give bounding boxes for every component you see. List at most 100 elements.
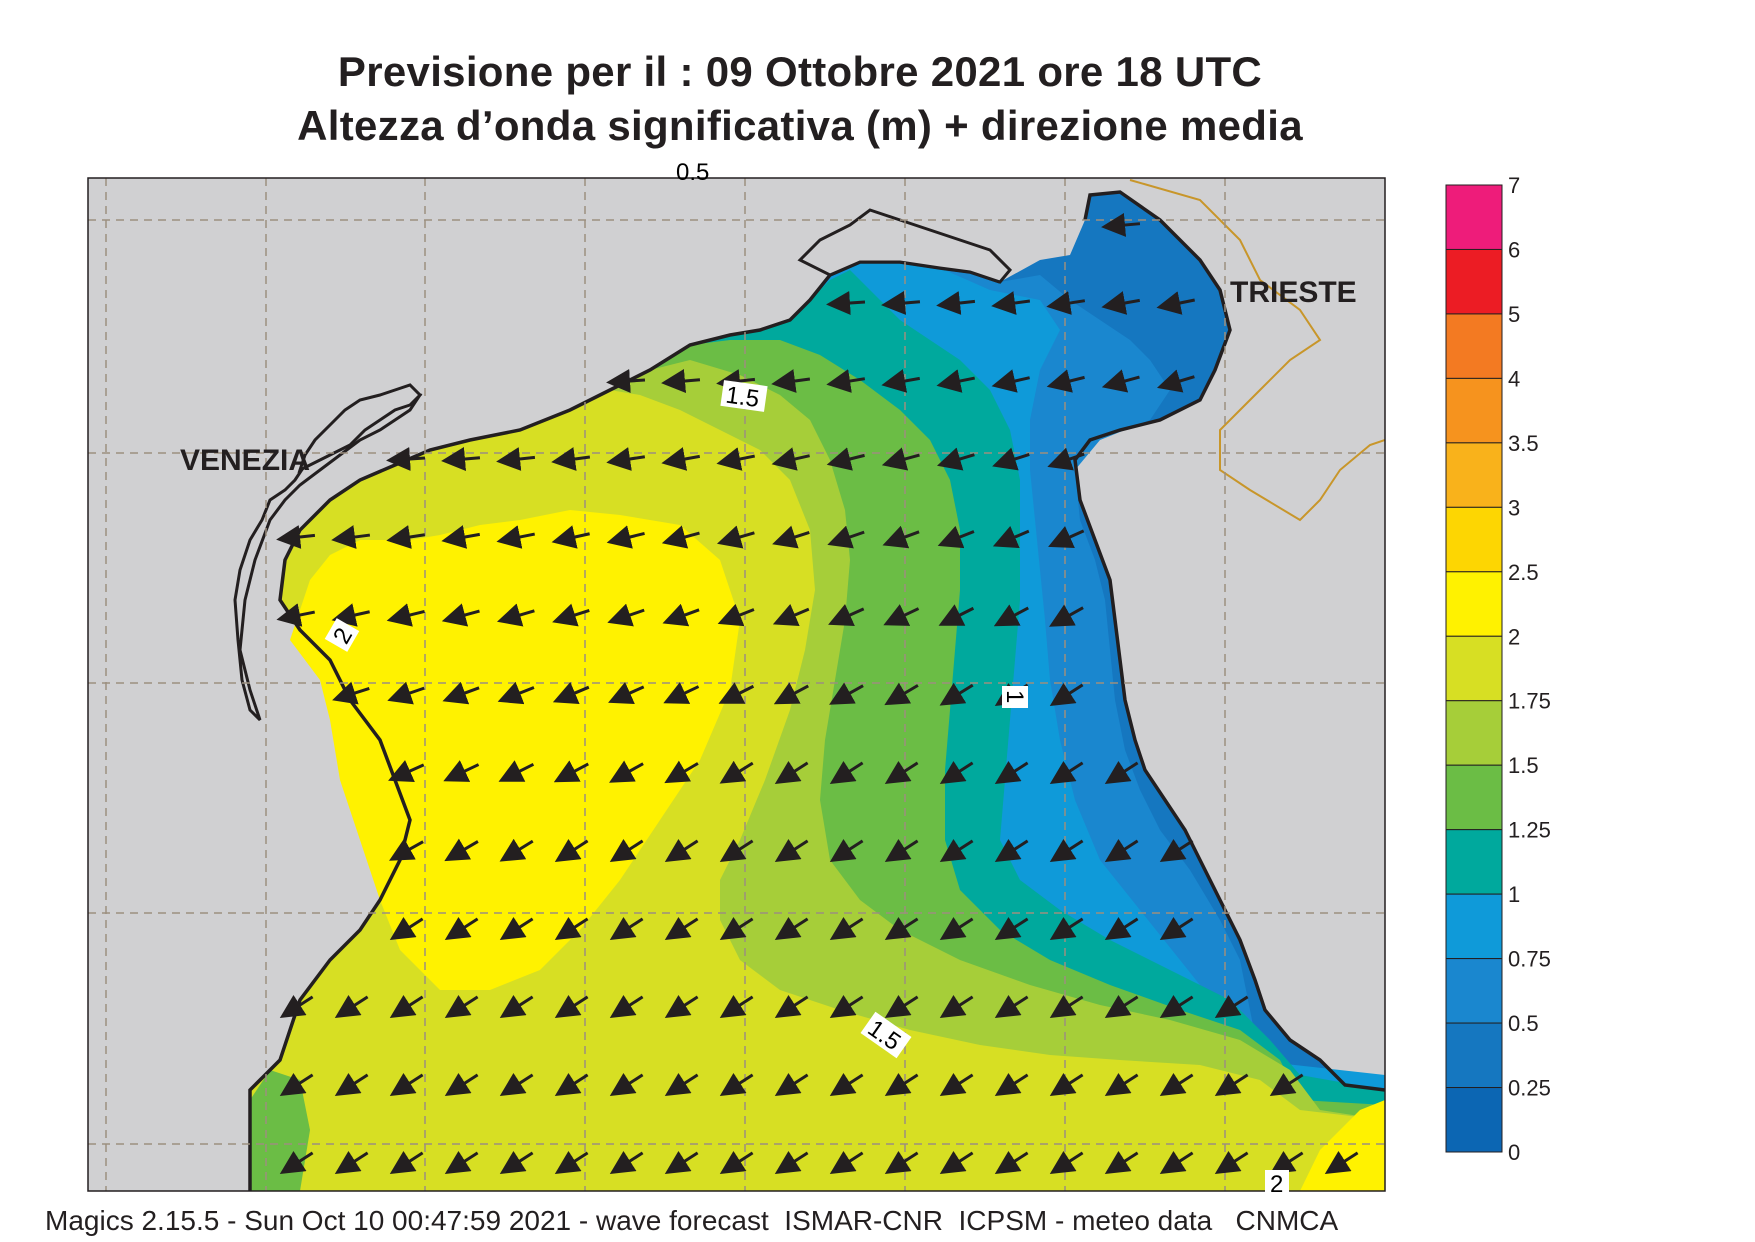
wave-direction-arrow [1156, 291, 1196, 315]
wave-direction-arrow [827, 525, 865, 549]
wave-direction-arrow [279, 1072, 314, 1096]
wave-direction-arrow [389, 916, 424, 940]
wave-direction-arrow [774, 1072, 809, 1096]
wave-direction-arrow [939, 1072, 974, 1096]
wave-direction-arrow [774, 838, 809, 862]
wave-direction-arrow [993, 604, 1029, 627]
wave-direction-arrow [1159, 838, 1194, 862]
colorbar-tick-label: 5 [1508, 302, 1520, 327]
wave-direction-arrow [774, 1150, 809, 1174]
wave-direction-arrow [554, 994, 589, 1018]
wave-direction-arrow [609, 1072, 644, 1096]
wave-direction-arrow [1101, 213, 1141, 237]
wave-direction-arrow [994, 1150, 1029, 1174]
wave-direction-arrow [331, 525, 371, 549]
colorbar-swatch [1445, 442, 1503, 508]
colorbar-tick-label: 0.75 [1508, 947, 1551, 972]
colorbar-swatch [1445, 764, 1503, 831]
colorbar-tick-label: 1.25 [1508, 818, 1551, 843]
wave-direction-arrow [719, 760, 754, 784]
wave-direction-arrow [719, 838, 754, 862]
wave-direction-arrow [884, 838, 919, 862]
wave-direction-arrow [664, 1150, 699, 1174]
wave-direction-arrow [1049, 838, 1084, 862]
wave-direction-arrow [552, 681, 590, 705]
colorbar-tick-label: 2.5 [1508, 560, 1539, 585]
wave-direction-arrow [771, 447, 810, 471]
wave-direction-arrow [1104, 760, 1139, 784]
wave-direction-arrow [389, 838, 424, 861]
wave-direction-arrow [554, 916, 589, 940]
wave-direction-arrow [826, 447, 865, 471]
colorbar-swatch [1445, 377, 1503, 444]
wave-direction-arrow [664, 916, 699, 940]
wave-direction-arrow [1101, 291, 1141, 315]
wave-direction-arrow [609, 838, 644, 862]
colorbar-tick-label: 0.5 [1508, 1011, 1539, 1036]
wave-direction-arrow [994, 760, 1029, 784]
wave-direction-arrow [606, 447, 646, 471]
colorbar-swatch [1445, 1022, 1503, 1089]
wave-direction-arrow [551, 525, 590, 549]
wave-direction-arrow [1104, 916, 1139, 940]
wave-direction-arrow [719, 1072, 754, 1096]
wave-direction-arrow [938, 604, 975, 626]
wave-direction-arrow [279, 994, 314, 1018]
wave-direction-arrow [606, 525, 645, 549]
wave-direction-arrow [332, 681, 370, 705]
wave-direction-arrow [1159, 1072, 1194, 1096]
wave-direction-arrow [331, 603, 370, 627]
wave-direction-arrow [334, 1072, 369, 1096]
wave-direction-arrow [829, 760, 864, 784]
wave-direction-arrow [554, 1072, 589, 1096]
wave-direction-arrow [1104, 838, 1139, 862]
colorbar-tick-label: 6 [1508, 237, 1520, 262]
wave-direction-arrow [884, 760, 919, 784]
contour-label: 1 [1001, 690, 1028, 703]
wave-direction-arrow [389, 1150, 424, 1174]
wave-direction-arrow [939, 916, 974, 940]
footer-credits: Magics 2.15.5 - Sun Oct 10 00:47:59 2021… [45, 1205, 1339, 1236]
wave-direction-arrow [828, 604, 865, 626]
wave-direction-arrow [606, 369, 646, 393]
wave-direction-arrow [884, 682, 919, 706]
wave-direction-arrow [496, 525, 536, 549]
wave-direction-arrow [496, 447, 536, 471]
wave-direction-arrow [497, 681, 535, 705]
wave-direction-arrow [441, 447, 481, 471]
wave-direction-arrow [664, 838, 699, 862]
wave-direction-arrow [884, 916, 919, 940]
wave-direction-arrow [773, 682, 809, 705]
coastline-west [248, 260, 1001, 1191]
colorbar-swatch [1445, 829, 1503, 895]
wave-direction-arrow [883, 604, 920, 626]
wave-direction-arrow [389, 1072, 424, 1096]
colorbar-swatch [1445, 184, 1503, 250]
wave-direction-arrow [884, 1072, 919, 1096]
wave-direction-arrow [553, 760, 589, 783]
wave-direction-arrow [884, 1150, 919, 1174]
wave-direction-arrow [937, 525, 975, 549]
map-field [88, 178, 1385, 1191]
colorbar-tick-label: 7 [1508, 173, 1520, 198]
band-2.0-se [1300, 1100, 1385, 1191]
wave-direction-arrow [719, 916, 754, 940]
wave-direction-arrow [718, 682, 755, 704]
title-line-2: Altezza d’onda significativa (m) + direz… [297, 102, 1303, 149]
colorbar-tick-label: 0 [1508, 1140, 1520, 1165]
wave-direction-arrow [1101, 369, 1140, 393]
wave-direction-arrow [388, 760, 425, 782]
wave-direction-arrow [774, 994, 809, 1018]
wave-direction-arrow [661, 525, 700, 549]
title-line-1: Previsione per il : 09 Ottobre 2021 ore … [337, 48, 1263, 95]
wave-direction-arrow [444, 916, 479, 940]
wave-direction-arrow [939, 838, 974, 862]
colorbar-tick-label: 3.5 [1508, 431, 1539, 456]
wave-direction-arrow [939, 994, 974, 1018]
colorbar-swatch [1445, 313, 1503, 379]
wave-direction-arrow [829, 1150, 864, 1174]
wave-direction-arrow [1049, 1150, 1084, 1174]
wave-direction-arrow [1104, 1072, 1139, 1096]
wave-direction-arrow [334, 1150, 369, 1174]
